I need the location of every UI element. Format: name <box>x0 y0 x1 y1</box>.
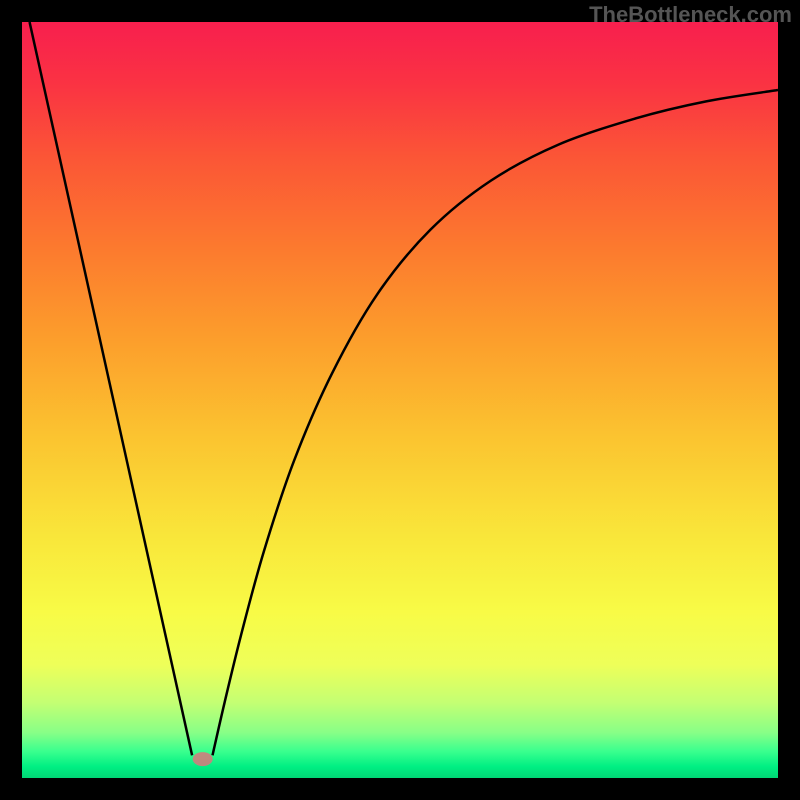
chart-container: TheBottleneck.com <box>0 0 800 800</box>
curve-layer <box>22 22 778 778</box>
bottleneck-curve-left <box>30 22 193 755</box>
minimum-marker <box>193 752 213 766</box>
bottleneck-curve-right <box>213 90 778 755</box>
watermark-text: TheBottleneck.com <box>589 2 792 28</box>
